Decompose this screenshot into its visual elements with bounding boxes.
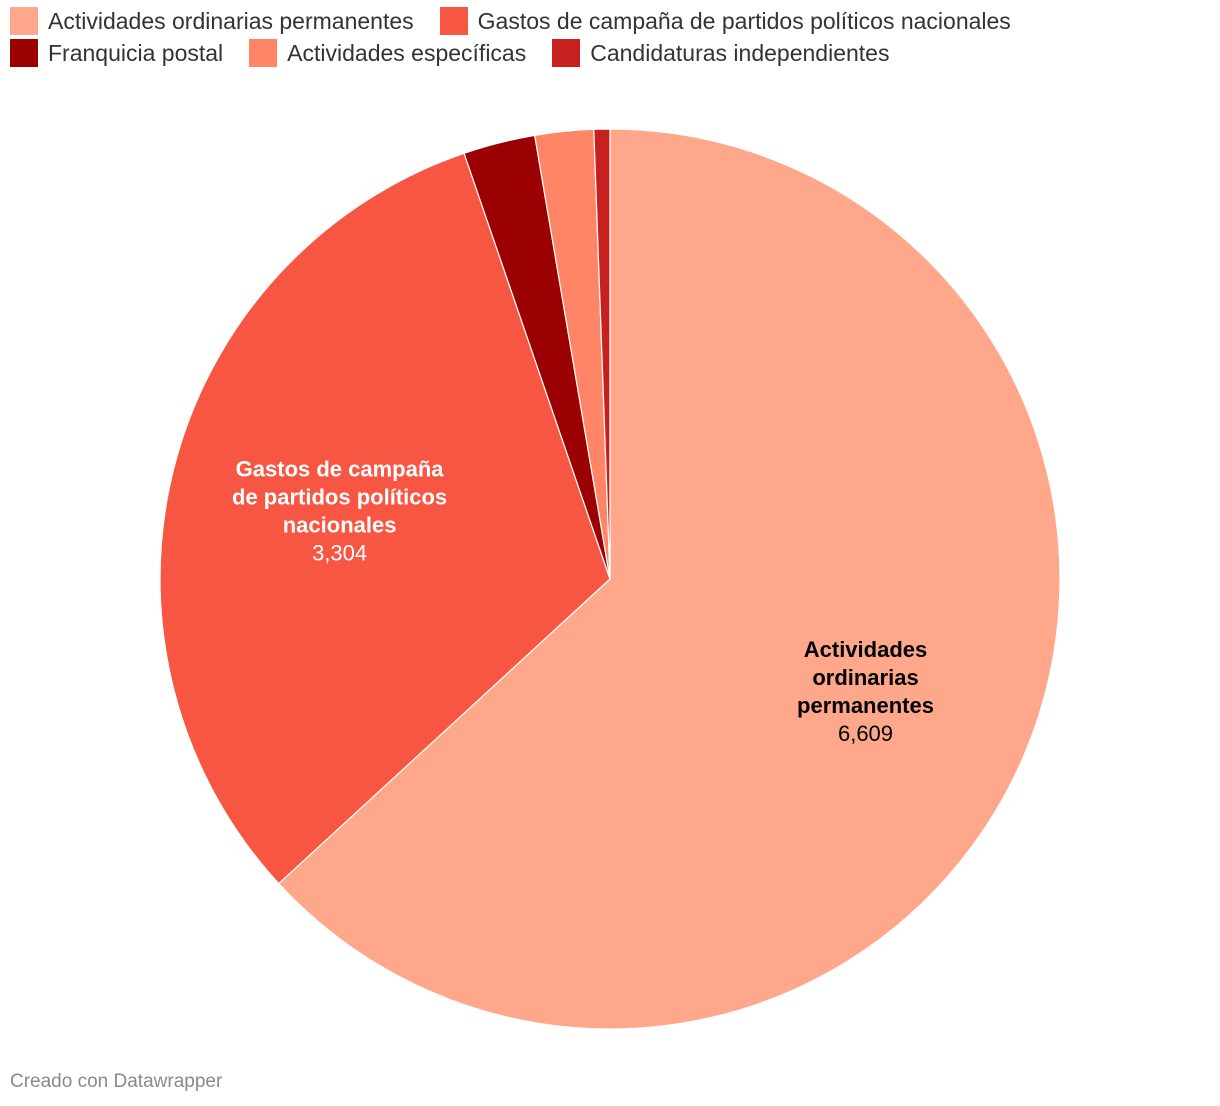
legend-swatch-candidaturas-independientes: [552, 39, 581, 67]
legend-label-actividades-especificas: Actividades específicas: [287, 39, 527, 66]
slice-label-gastos-campana-line-2: de partidos políticos: [232, 484, 447, 509]
footer-credit: Creado con Datawrapper: [10, 1071, 223, 1092]
legend-swatch-franquicia-postal: [10, 39, 38, 67]
slice-label-actividades-ordinarias-line-2: ordinarias: [812, 665, 918, 690]
legend-label-franquicia-postal: Franquicia postal: [48, 39, 224, 66]
slice-label-gastos-campana-line-3: nacionales: [283, 512, 397, 537]
slice-label-actividades-ordinarias-line-3: permanentes: [797, 693, 934, 718]
legend-item-actividades-ordinarias: Actividades ordinarias permanentes: [10, 7, 414, 35]
slice-label-actividades-ordinarias-line-1: Actividades: [804, 637, 928, 662]
legend-item-actividades-especificas: Actividades específicas: [249, 39, 527, 67]
legend-label-candidaturas-independientes: Candidaturas independientes: [590, 39, 890, 66]
legend-label-actividades-ordinarias: Actividades ordinarias permanentes: [48, 7, 414, 34]
legend-item-gastos-campana: Gastos de campaña de partidos políticos …: [439, 7, 1011, 35]
legend-item-franquicia-postal: Franquicia postal: [10, 39, 224, 67]
slice-label-gastos-campana-line-1: Gastos de campaña: [236, 456, 445, 481]
legend-swatch-actividades-ordinarias: [10, 7, 38, 35]
pie-labels: Actividades ordinarias permanentes 6,609 Gas…: [232, 456, 934, 746]
legend-swatch-actividades-especificas: [249, 39, 278, 67]
chart-legend: Actividades ordinarias permanentes Gasto…: [10, 7, 1200, 67]
pie-slice-gastos-campana: [159, 152, 611, 885]
pie-slices: [159, 128, 1061, 1030]
slice-value-actividades-ordinarias: 6,609: [838, 721, 893, 746]
legend-label-gastos-campana: Gastos de campaña de partidos políticos …: [477, 7, 1011, 34]
legend-item-candidaturas-independientes: Candidaturas independientes: [552, 39, 890, 67]
legend-swatch-gastos-campana: [439, 7, 468, 35]
pie-slice-candidaturas-independientes: [593, 128, 611, 580]
pie-slice-actividades-ordinarias: [278, 128, 1061, 1030]
slice-value-gastos-campana: 3,304: [312, 540, 367, 565]
